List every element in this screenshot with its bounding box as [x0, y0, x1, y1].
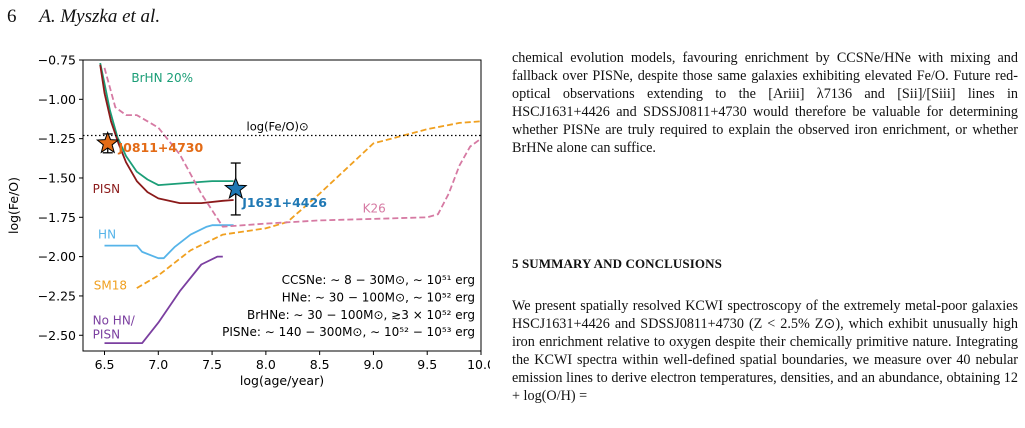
plot-frame — [82, 59, 482, 352]
section-heading: 5 SUMMARY AND CONCLUSIONS — [512, 256, 722, 271]
y-tick-label: −1.75 — [38, 210, 76, 225]
x-tick-label: 8.0 — [256, 357, 276, 372]
series-label-4: No HN/PISN — [93, 313, 136, 341]
solar-reference-label: log(Fe/O)⊙ — [247, 120, 309, 134]
series-label-1: PISN — [93, 182, 120, 196]
labels-layer: log(Fe/O)⊙ BrHN 20% PISN HN SM18 No HN/PISN K2… — [93, 71, 475, 341]
x-tick-label: 6.5 — [95, 357, 115, 372]
data-star-1 — [223, 176, 248, 200]
x-tick-label: 7.0 — [148, 357, 168, 372]
axes-layer: 6.5 7.0 7.5 8.0 8.5 9.0 9.5 10.0 −0.75 −1.00 −1.25… — [6, 53, 490, 389]
series-layer — [99, 62, 482, 345]
series-line-1 — [99, 64, 234, 205]
paragraph-1-text: chemical evolution models, favouring enr… — [512, 50, 1018, 156]
x-tick-label: 7.5 — [202, 357, 222, 372]
points-layer — [95, 130, 248, 216]
energy-annotation-2: BrHNe: ∼ 30 − 100M⊙, ≳3 × 10⁵² erg — [247, 308, 475, 322]
series-line-2 — [104, 224, 234, 260]
series-label-3: SM18 — [94, 279, 127, 293]
point-label-1: J1631+4426 — [241, 195, 327, 210]
x-tick-label: 9.5 — [417, 357, 437, 372]
energy-annotation-3: PISNe: ∼ 140 − 300M⊙, ∼ 10⁵² − 10⁵³ erg — [222, 325, 475, 339]
series-label-5: K26 — [363, 202, 386, 216]
x-axis-title: log(age/year) — [240, 373, 324, 388]
running-authors: A. Myszka et al. — [39, 6, 161, 27]
series-line-0 — [99, 62, 234, 187]
data-star-0 — [95, 130, 120, 154]
energy-annotation-1: HNe: ∼ 30 − 100M⊙, ∼ 10⁵² erg — [282, 291, 475, 305]
x-tick-label: 9.0 — [363, 357, 383, 372]
y-tick-label: −1.50 — [38, 170, 76, 185]
x-tick-label: 10.0 — [467, 357, 490, 372]
point-label-0: J0811+4730 — [117, 140, 203, 155]
page-header: 6 A. Myszka et al. — [7, 6, 160, 28]
paragraph-2-text: We present spatially resolved KCWI spect… — [512, 298, 1018, 404]
y-tick-label: −2.00 — [38, 249, 76, 264]
y-tick-label: −1.25 — [38, 131, 76, 146]
paragraph-summary: We present spatially resolved KCWI spect… — [512, 297, 1018, 405]
series-label-0: BrHN 20% — [131, 71, 193, 85]
series-label-2: HN — [98, 228, 116, 242]
page-number: 6 — [7, 6, 17, 27]
figure-fe-o-vs-age: 6.5 7.0 7.5 8.0 8.5 9.0 9.5 10.0 −0.75 −1.00 −1.25… — [6, 53, 490, 389]
y-tick-label: −2.50 — [38, 328, 76, 343]
y-axis-title: log(Fe/O) — [6, 177, 21, 234]
energy-annotation-0: CCSNe: ∼ 8 − 30M⊙, ∼ 10⁵¹ erg — [282, 273, 475, 287]
series-line-4 — [104, 255, 223, 345]
y-tick-label: −2.25 — [38, 288, 76, 303]
y-tick-label: −1.00 — [38, 92, 76, 107]
paragraph-chemical-evolution: chemical evolution models, favouring enr… — [512, 49, 1018, 157]
x-tick-label: 8.5 — [310, 357, 330, 372]
y-tick-label: −0.75 — [38, 53, 76, 68]
